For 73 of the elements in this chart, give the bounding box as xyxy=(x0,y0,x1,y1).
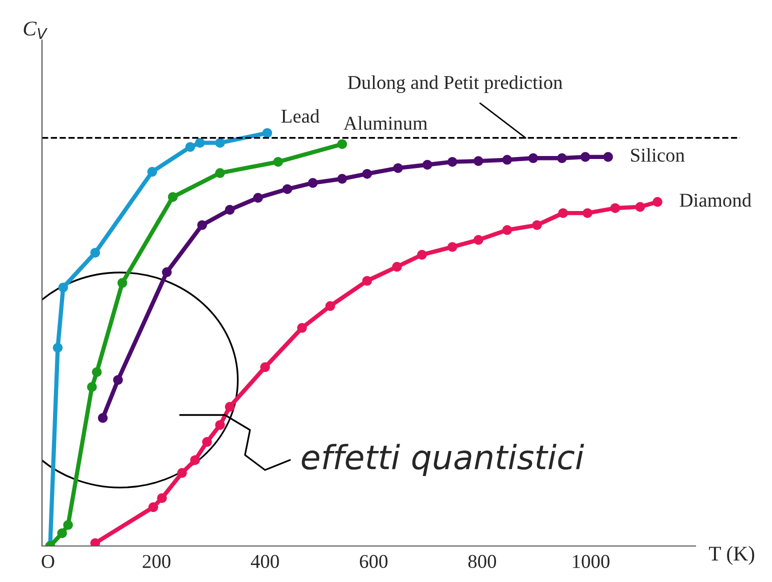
point xyxy=(147,166,158,177)
point xyxy=(63,520,73,530)
point xyxy=(215,168,225,178)
point xyxy=(260,362,270,372)
point xyxy=(610,203,620,213)
series-label: Silicon xyxy=(631,148,685,162)
point xyxy=(392,262,402,272)
series-label: Aluminum xyxy=(344,116,428,130)
point xyxy=(325,301,336,311)
point xyxy=(558,208,568,218)
point xyxy=(202,437,212,447)
point xyxy=(474,235,484,245)
point xyxy=(337,174,348,184)
point xyxy=(297,323,307,333)
point xyxy=(362,276,372,286)
point xyxy=(502,225,512,235)
point xyxy=(215,138,225,148)
series-label: Lead xyxy=(281,109,320,123)
point xyxy=(117,278,128,288)
point xyxy=(582,208,592,218)
series-label: Diamond xyxy=(680,193,752,207)
point xyxy=(58,282,68,292)
point xyxy=(474,156,484,166)
point xyxy=(603,152,613,162)
point xyxy=(447,242,458,252)
point xyxy=(162,267,172,277)
point xyxy=(87,382,97,392)
point xyxy=(528,153,538,163)
point xyxy=(90,538,100,546)
point xyxy=(215,420,225,430)
point xyxy=(253,192,263,203)
x-tick-label: 800 xyxy=(468,554,496,568)
point xyxy=(308,178,318,188)
x-tick-label: O xyxy=(42,554,54,568)
point xyxy=(273,156,283,167)
point xyxy=(635,202,645,212)
x-tick-label: 1000 xyxy=(573,554,610,568)
point xyxy=(190,455,200,465)
point xyxy=(157,493,167,503)
x-tick-label: 200 xyxy=(142,554,170,568)
point xyxy=(652,197,662,207)
x-axis-title: T (K) xyxy=(708,546,754,565)
point xyxy=(113,375,123,385)
point xyxy=(224,204,235,215)
point xyxy=(168,192,178,202)
point xyxy=(224,402,235,412)
point xyxy=(52,342,63,353)
y-axis-title: C$_{V}$ xyxy=(24,22,48,39)
ref-line-label: Dulong and Petit prediction xyxy=(348,75,562,94)
point xyxy=(557,153,567,163)
point xyxy=(92,367,102,377)
annotation: effetti quantistici xyxy=(302,444,584,476)
point xyxy=(282,184,292,194)
point xyxy=(337,139,348,149)
point xyxy=(502,154,512,165)
point xyxy=(177,468,187,478)
x-tick-label: 400 xyxy=(250,554,279,568)
point xyxy=(90,248,100,258)
point xyxy=(57,528,67,538)
point xyxy=(197,220,207,230)
point xyxy=(262,128,272,138)
point xyxy=(393,163,403,173)
point xyxy=(195,138,205,148)
point xyxy=(148,502,158,512)
point xyxy=(185,142,196,152)
point xyxy=(532,220,542,230)
point xyxy=(362,168,372,179)
x-tick-label: 600 xyxy=(360,554,388,568)
point xyxy=(422,160,432,170)
point xyxy=(447,156,458,167)
point xyxy=(417,250,427,260)
point xyxy=(580,152,590,162)
point xyxy=(98,413,108,423)
